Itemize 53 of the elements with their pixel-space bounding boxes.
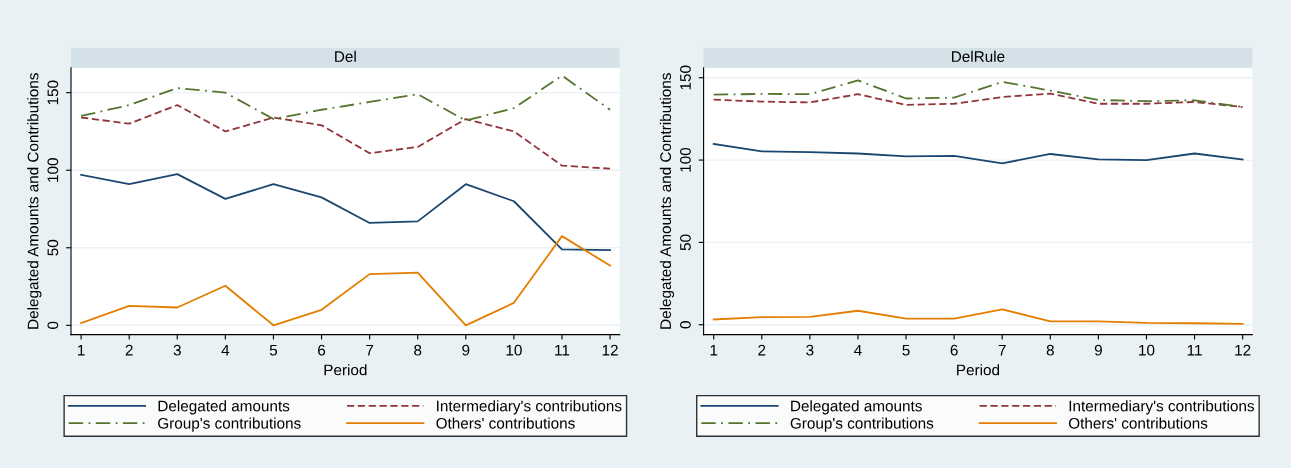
- x-tick-label: 9: [1094, 344, 1102, 356]
- x-tick-label: 3: [173, 344, 181, 356]
- legend-label: Delegated amounts: [791, 400, 922, 415]
- x-tick-label: 1: [710, 344, 718, 356]
- x-tick-label: 7: [366, 344, 374, 356]
- x-tick-label: 8: [414, 344, 422, 356]
- legend-label: Others' contributions: [436, 417, 575, 429]
- y-tick-label: 0: [47, 321, 59, 329]
- x-tick-label: 1: [78, 344, 85, 356]
- x-tick-label: 2: [758, 344, 766, 356]
- y-tick-label: 50: [680, 234, 691, 251]
- x-tick-label: 10: [1139, 344, 1155, 356]
- x-tick-label: 8: [1046, 344, 1054, 356]
- chart-title: Del: [335, 50, 356, 62]
- y-axis-title: Delegated Amounts and Contributions: [659, 73, 675, 329]
- line-series: [712, 143, 1244, 165]
- line-series: [80, 235, 611, 327]
- line-series: [80, 104, 611, 170]
- x-tick-label: 10: [506, 344, 522, 356]
- x-tick-label: 5: [902, 344, 910, 356]
- x-tick-label: 11: [555, 344, 570, 356]
- y-tick-label: 0: [680, 321, 691, 329]
- line-series: [712, 92, 1244, 108]
- x-tick-label: 6: [318, 344, 326, 356]
- chart-title: DelRule: [952, 50, 1005, 62]
- line-series: [712, 308, 1244, 325]
- x-axis-title: Period: [957, 364, 1000, 376]
- x-axis-title: Period: [324, 364, 367, 376]
- x-tick-label: 12: [1235, 344, 1251, 356]
- y-tick-label: 50: [47, 239, 59, 256]
- x-tick-label: 6: [950, 344, 958, 356]
- x-tick-label: 9: [462, 344, 470, 356]
- legend-label: Intermediary's contributions: [1069, 400, 1255, 415]
- legend-label: Delegated amounts: [158, 400, 290, 415]
- y-tick-label: 100: [47, 158, 59, 182]
- x-tick-label: 5: [269, 344, 278, 356]
- legend-label: Intermediary's contributions: [437, 400, 622, 415]
- line-series: [80, 173, 611, 251]
- y-tick-label: 100: [680, 147, 691, 172]
- x-tick-label: 4: [854, 344, 862, 356]
- x-tick-label: 12: [602, 344, 618, 356]
- x-tick-label: 7: [998, 344, 1006, 356]
- y-axis-title: Delegated Amounts and Contributions: [27, 73, 42, 329]
- x-tick-label: 3: [806, 344, 814, 356]
- legend-label: Others' contributions: [1068, 417, 1208, 429]
- x-tick-label: 2: [125, 344, 133, 356]
- y-tick-label: 150: [680, 65, 691, 90]
- legend-label: Group's contributions: [790, 417, 934, 432]
- line-series: [80, 74, 611, 122]
- x-tick-label: 11: [1187, 344, 1202, 356]
- y-tick-label: 150: [47, 80, 59, 105]
- x-tick-label: 4: [221, 344, 230, 356]
- legend-label: Group's contributions: [158, 417, 301, 432]
